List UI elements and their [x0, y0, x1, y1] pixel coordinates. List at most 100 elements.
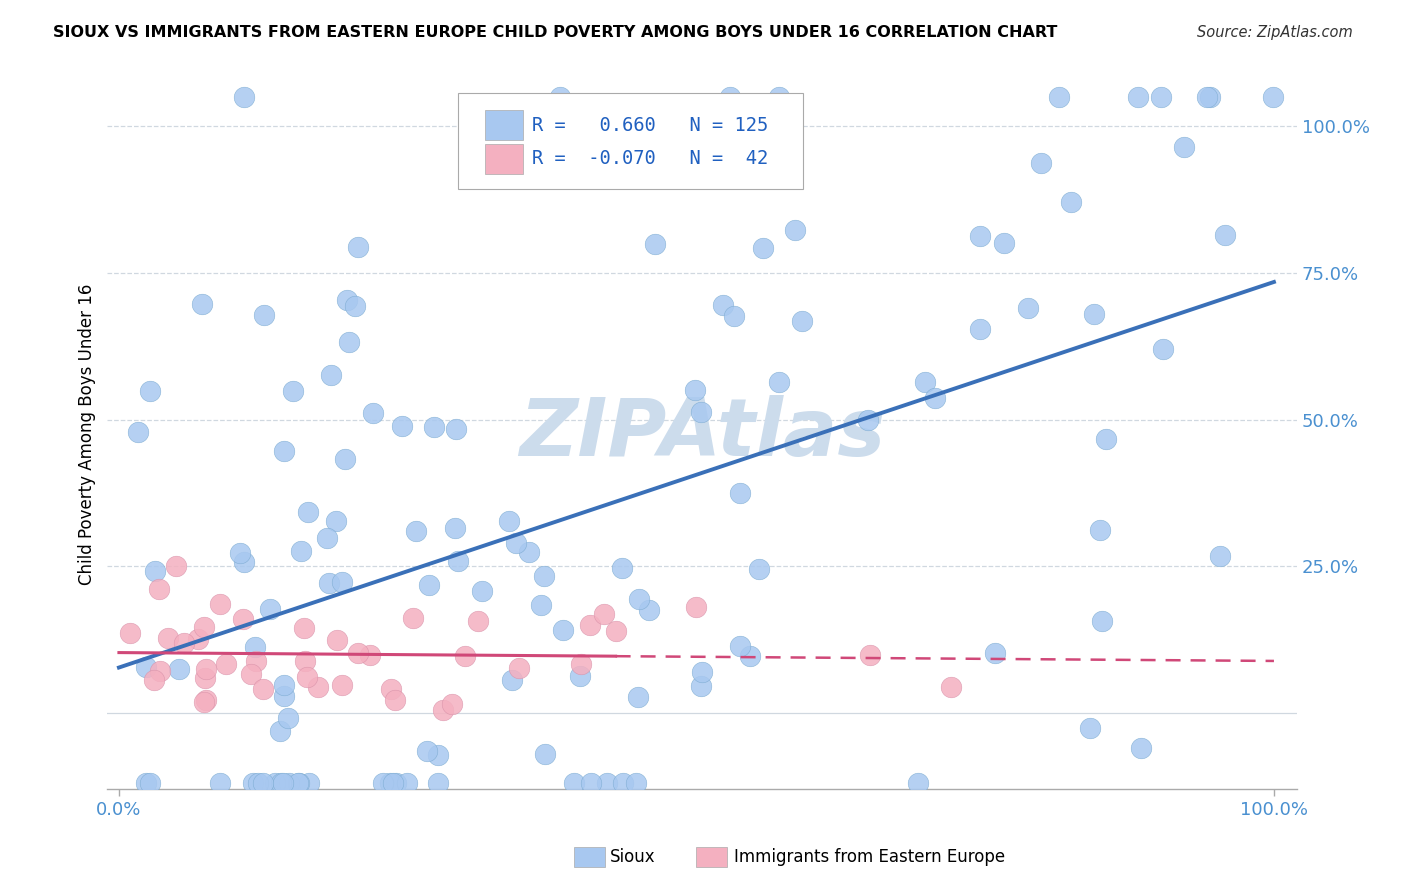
Point: [768, 90, 790, 104]
Text: Source: ZipAtlas.com: Source: ZipAtlas.com: [1197, 25, 1353, 40]
Point: [628, 592, 651, 607]
Point: [551, 623, 574, 637]
Y-axis label: Child Poverty Among Boys Under 16: Child Poverty Among Boys Under 16: [79, 284, 96, 585]
Text: Immigrants from Eastern Europe: Immigrants from Eastern Europe: [734, 848, 1005, 866]
Point: [143, 673, 166, 688]
Point: [135, 660, 157, 674]
Point: [984, 646, 1007, 660]
Point: [240, 666, 263, 681]
Point: [740, 649, 762, 664]
Point: [278, 776, 301, 790]
Point: [924, 391, 946, 405]
Point: [405, 524, 427, 539]
Text: ZIPAtlas: ZIPAtlas: [519, 395, 886, 474]
Point: [245, 655, 267, 669]
Text: SIOUX VS IMMIGRANTS FROM EASTERN EUROPE CHILD POVERTY AMONG BOYS UNDER 16 CORREL: SIOUX VS IMMIGRANTS FROM EASTERN EUROPE …: [53, 25, 1057, 40]
Point: [533, 569, 555, 583]
Point: [330, 575, 353, 590]
Point: [330, 678, 353, 692]
Point: [347, 646, 370, 660]
Point: [385, 776, 408, 790]
Point: [422, 419, 444, 434]
Point: [718, 90, 741, 104]
Point: [336, 293, 359, 307]
Point: [1078, 722, 1101, 736]
Text: Sioux: Sioux: [610, 848, 655, 866]
Point: [605, 624, 627, 638]
Point: [752, 241, 775, 255]
Point: [768, 375, 790, 389]
Point: [443, 521, 465, 535]
Point: [859, 648, 882, 663]
Point: [138, 384, 160, 399]
Point: [361, 406, 384, 420]
Point: [627, 690, 650, 704]
Point: [120, 625, 142, 640]
Point: [562, 776, 585, 790]
Point: [1091, 614, 1114, 628]
Point: [418, 578, 440, 592]
Point: [294, 654, 316, 668]
Point: [382, 776, 405, 790]
Point: [194, 662, 217, 676]
Point: [264, 776, 287, 790]
Point: [232, 90, 254, 104]
Point: [530, 598, 553, 612]
Point: [454, 648, 477, 663]
Point: [689, 405, 711, 419]
Point: [426, 776, 449, 790]
Point: [315, 531, 337, 545]
Point: [1198, 90, 1220, 104]
Point: [856, 413, 879, 427]
Point: [548, 90, 571, 104]
Point: [783, 223, 806, 237]
Point: [307, 680, 329, 694]
Point: [939, 680, 962, 694]
Point: [193, 620, 215, 634]
Point: [569, 657, 592, 671]
Point: [1173, 140, 1195, 154]
Point: [1095, 432, 1118, 446]
Point: [748, 562, 770, 576]
Point: [711, 298, 734, 312]
Point: [253, 308, 276, 322]
Point: [165, 558, 187, 573]
Bar: [485, 144, 523, 174]
Point: [579, 776, 602, 790]
Point: [333, 452, 356, 467]
Point: [969, 322, 991, 336]
Point: [427, 748, 450, 763]
Point: [359, 648, 381, 662]
Point: [139, 776, 162, 790]
Point: [271, 776, 294, 790]
Point: [517, 544, 540, 558]
Point: [297, 776, 319, 790]
Point: [246, 776, 269, 790]
Point: [209, 597, 232, 611]
Bar: [485, 111, 523, 140]
Point: [295, 670, 318, 684]
Point: [683, 383, 706, 397]
Point: [269, 724, 291, 739]
Point: [259, 602, 281, 616]
Point: [907, 776, 929, 790]
Point: [467, 614, 489, 628]
Point: [1129, 740, 1152, 755]
Point: [1090, 524, 1112, 538]
Point: [292, 621, 315, 635]
Point: [1060, 194, 1083, 209]
Point: [1152, 342, 1174, 356]
Point: [993, 235, 1015, 250]
Point: [148, 582, 170, 596]
Point: [1261, 90, 1284, 104]
Point: [578, 617, 600, 632]
Point: [444, 422, 467, 436]
Point: [273, 678, 295, 692]
Point: [690, 665, 713, 679]
Point: [501, 673, 523, 687]
Point: [242, 776, 264, 790]
Point: [167, 662, 190, 676]
Point: [596, 776, 619, 790]
Point: [208, 776, 231, 790]
Point: [127, 425, 149, 440]
